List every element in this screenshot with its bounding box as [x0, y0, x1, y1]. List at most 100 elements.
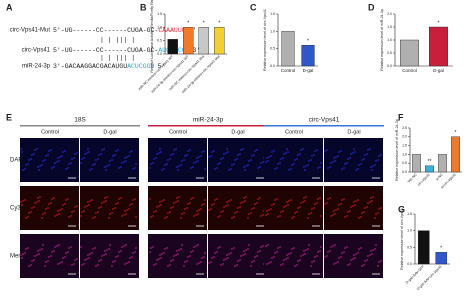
cell [357, 199, 359, 201]
cell [380, 154, 382, 156]
y-tick-label: 0.5 [407, 245, 412, 249]
cell [123, 161, 125, 163]
cell [240, 255, 242, 257]
cell [71, 158, 73, 160]
cell [242, 201, 244, 203]
cell [270, 155, 272, 157]
cell [30, 158, 32, 160]
cell [173, 149, 175, 151]
cell [341, 168, 343, 170]
cell [131, 150, 133, 152]
cell [324, 203, 326, 205]
cell [222, 210, 224, 212]
cell [371, 200, 373, 202]
cell [372, 165, 374, 167]
cell [311, 208, 313, 210]
y-tick-label: 1.5 [407, 212, 412, 216]
cell [44, 212, 46, 214]
cell [286, 148, 288, 150]
cell [337, 261, 339, 263]
cell [176, 166, 178, 168]
cell [54, 162, 56, 164]
cell [355, 253, 357, 255]
cell [270, 261, 272, 263]
cell [80, 246, 82, 248]
cell [236, 264, 238, 266]
cell [354, 204, 356, 206]
x-tick-label: Control [281, 68, 296, 73]
cell [48, 256, 50, 258]
cell [166, 163, 168, 165]
cell [244, 253, 246, 255]
cell [370, 250, 372, 252]
cell [286, 254, 288, 256]
cell [190, 167, 192, 169]
cell [149, 198, 151, 200]
cell [250, 265, 252, 267]
cell [300, 202, 302, 204]
cell [187, 150, 189, 152]
cell [109, 213, 111, 215]
cell [317, 198, 319, 200]
cell [248, 244, 250, 246]
group-title: circ-Vps41 [309, 117, 340, 124]
cell [47, 260, 49, 262]
cell [80, 215, 82, 217]
cell [214, 168, 216, 170]
cell [181, 244, 183, 246]
micrograph [264, 234, 323, 278]
y-axis-label: Relative expression level of circ-Vps41 [400, 208, 404, 270]
cell [64, 203, 66, 205]
cell [285, 205, 287, 207]
x-tick-label: Control [402, 68, 417, 73]
cell [367, 149, 369, 151]
cell [267, 213, 269, 215]
cell [223, 153, 225, 155]
cell [367, 202, 369, 204]
cell [223, 206, 225, 208]
cell [271, 204, 273, 206]
cell [189, 149, 191, 151]
cell [355, 200, 357, 202]
cell [126, 262, 128, 264]
cell [378, 155, 380, 157]
cell [152, 162, 154, 164]
cell [50, 202, 52, 204]
cell [226, 201, 228, 203]
cell [237, 154, 239, 156]
cell [307, 164, 309, 166]
cell [297, 154, 299, 156]
y-tick-label: 0.0 [407, 262, 412, 266]
cell [34, 202, 36, 204]
cell [369, 201, 371, 203]
cell [243, 197, 245, 199]
cell [58, 244, 60, 246]
cell [294, 212, 296, 214]
cell [308, 160, 310, 162]
cell [369, 254, 371, 256]
cell [231, 164, 233, 166]
cell [279, 215, 281, 217]
cell [216, 198, 218, 200]
condition-label: D-gal [103, 129, 116, 135]
cell [352, 205, 354, 207]
cell [265, 245, 267, 247]
cell [349, 157, 351, 159]
cell [227, 204, 229, 206]
cell [87, 201, 89, 203]
cell [296, 264, 298, 266]
cell [91, 168, 93, 170]
cell [129, 204, 131, 206]
cell [360, 163, 362, 165]
cell [280, 264, 282, 266]
cell [228, 253, 230, 255]
cell [353, 201, 355, 203]
cell [253, 154, 255, 156]
cell [291, 248, 293, 250]
cell [149, 251, 151, 253]
cell [380, 207, 382, 209]
cell [76, 205, 78, 207]
cell [243, 250, 245, 252]
cell [216, 251, 218, 253]
cell [172, 259, 174, 261]
